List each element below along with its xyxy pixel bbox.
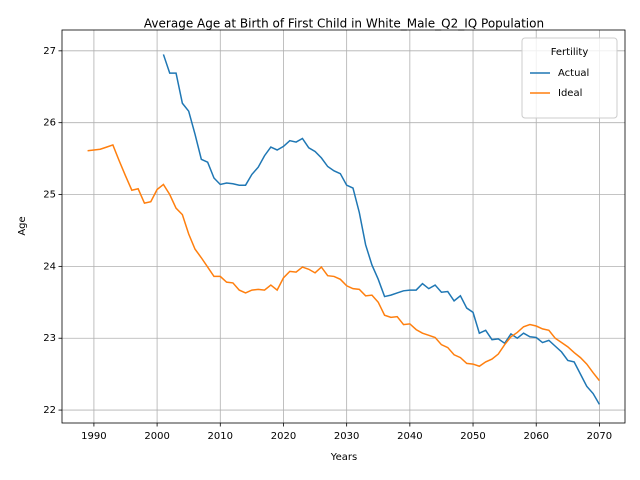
y-tick-label: 22 xyxy=(43,405,56,416)
x-tick-label: 1990 xyxy=(81,431,106,442)
y-tick-label: 24 xyxy=(43,261,56,272)
legend-box xyxy=(521,37,618,119)
x-tick-label: 2030 xyxy=(334,431,359,442)
x-tick-label: 2070 xyxy=(587,431,612,442)
chart-title: Average Age at Birth of First Child in W… xyxy=(144,17,544,31)
legend-label: Ideal xyxy=(558,88,582,99)
y-tick-label: 23 xyxy=(43,333,56,344)
legend-label: Actual xyxy=(558,68,589,79)
series-line xyxy=(162,54,601,405)
x-tick-label: 2060 xyxy=(523,431,548,442)
x-tick-label: 2020 xyxy=(271,431,296,442)
legend-title: Fertility xyxy=(551,47,589,58)
x-tick-label: 2010 xyxy=(208,431,233,442)
x-tick-label: 2050 xyxy=(460,431,485,442)
series-line xyxy=(87,144,600,382)
x-axis-label: Years xyxy=(330,452,357,463)
y-axis-label: Age xyxy=(17,216,28,235)
y-tick-label: 27 xyxy=(43,46,56,57)
x-tick-label: 2040 xyxy=(397,431,422,442)
x-tick-label: 2000 xyxy=(144,431,169,442)
plot-frame xyxy=(61,29,626,424)
y-tick-label: 26 xyxy=(43,118,56,129)
y-tick-label: 25 xyxy=(43,190,56,201)
